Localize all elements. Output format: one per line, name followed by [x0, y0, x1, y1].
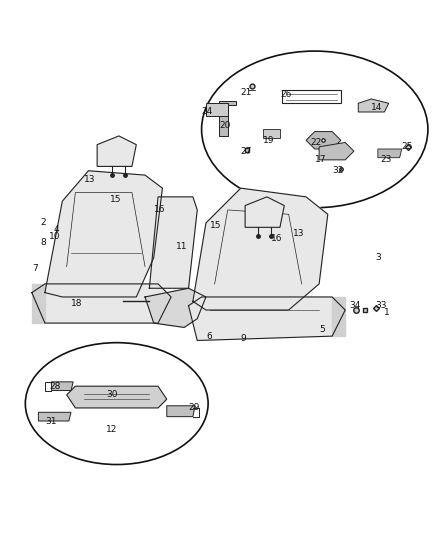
Text: 16: 16 [154, 205, 165, 214]
Text: 14: 14 [371, 103, 383, 112]
Text: 11: 11 [176, 243, 187, 252]
Polygon shape [39, 413, 71, 421]
Text: 31: 31 [45, 416, 57, 425]
Polygon shape [149, 197, 197, 288]
Text: 33: 33 [376, 301, 387, 310]
Text: 21: 21 [241, 88, 252, 97]
Text: 3: 3 [376, 253, 381, 262]
Polygon shape [332, 297, 345, 336]
Polygon shape [145, 288, 206, 327]
Polygon shape [319, 142, 354, 160]
Text: 24: 24 [201, 108, 213, 117]
Polygon shape [378, 149, 402, 158]
Text: 13: 13 [84, 175, 95, 184]
Text: 34: 34 [350, 301, 361, 310]
Text: 9: 9 [241, 334, 247, 343]
Text: 18: 18 [71, 299, 82, 308]
Text: 12: 12 [106, 425, 117, 434]
Polygon shape [97, 136, 136, 166]
Text: 27: 27 [241, 147, 252, 156]
Polygon shape [306, 132, 341, 149]
Text: 15: 15 [110, 195, 122, 204]
Polygon shape [188, 297, 345, 341]
Polygon shape [67, 386, 167, 408]
Polygon shape [167, 406, 195, 417]
Ellipse shape [25, 343, 208, 465]
Polygon shape [245, 197, 284, 228]
Ellipse shape [201, 51, 428, 208]
Polygon shape [51, 382, 73, 391]
Text: 28: 28 [49, 382, 60, 391]
Text: 19: 19 [262, 136, 274, 145]
Text: 8: 8 [41, 238, 46, 247]
Polygon shape [45, 171, 162, 297]
Text: 4: 4 [53, 225, 59, 234]
Polygon shape [262, 130, 280, 138]
Text: 20: 20 [219, 120, 230, 130]
Text: 26: 26 [280, 90, 291, 99]
Polygon shape [193, 188, 328, 310]
Text: 6: 6 [206, 332, 212, 341]
Text: 13: 13 [293, 229, 304, 238]
Text: 30: 30 [106, 390, 117, 399]
Text: 22: 22 [311, 138, 321, 147]
Text: 29: 29 [188, 403, 200, 413]
Polygon shape [358, 99, 389, 112]
Text: 17: 17 [315, 156, 326, 164]
Text: 10: 10 [49, 231, 61, 240]
Polygon shape [206, 103, 228, 116]
Text: 7: 7 [32, 264, 38, 273]
Polygon shape [32, 284, 45, 323]
Text: 25: 25 [402, 142, 413, 151]
Text: 2: 2 [41, 219, 46, 228]
Text: 1: 1 [385, 308, 390, 317]
Text: 16: 16 [271, 233, 283, 243]
Polygon shape [219, 101, 237, 136]
Text: 15: 15 [210, 221, 222, 230]
Text: 32: 32 [332, 166, 343, 175]
Text: 23: 23 [380, 156, 392, 164]
Polygon shape [32, 284, 171, 323]
Text: 5: 5 [319, 325, 325, 334]
